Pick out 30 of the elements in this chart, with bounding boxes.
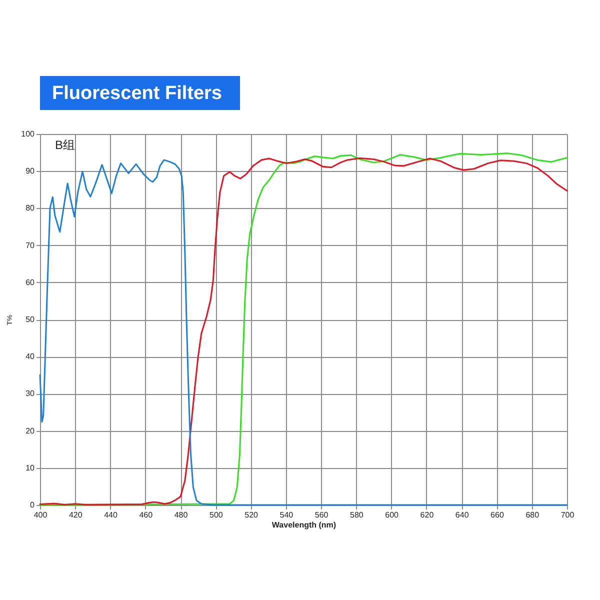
chart-title: Fluorescent Filters	[52, 83, 222, 104]
y-tick-label: 0	[30, 500, 36, 510]
x-tick-label: 460	[139, 510, 154, 520]
y-tick-label: 50	[26, 315, 36, 324]
y-tick-label: 10	[26, 463, 36, 472]
x-tick-label: 560	[314, 510, 329, 520]
y-tick-label: 30	[26, 389, 36, 398]
x-tick-label: 420	[68, 510, 83, 520]
x-tick-label: 660	[490, 510, 504, 520]
x-tick-label: 680	[526, 510, 540, 520]
x-tick-label: 520	[244, 510, 259, 520]
y-tick-label: 70	[26, 240, 36, 250]
y-tick-label: 80	[26, 204, 36, 213]
x-tick-label: 620	[420, 510, 434, 520]
x-tick-label: 500	[209, 510, 224, 520]
annotation: B组	[55, 138, 76, 152]
y-tick-label: 20	[26, 426, 36, 436]
x-tick-label: 580	[350, 510, 364, 520]
y-tick-label: 60	[26, 278, 36, 287]
x-tick-label: 540	[280, 510, 294, 520]
x-tick-label: 700	[560, 510, 575, 520]
x-tick-label: 600	[385, 510, 400, 520]
x-tick-label: 440	[104, 510, 118, 520]
y-tick-label: 40	[26, 352, 36, 362]
x-tick-label: 640	[455, 510, 470, 520]
y-tick-label: 90	[26, 166, 36, 176]
x-tick-label: 400	[34, 510, 48, 520]
x-axis-title: Wavelength (nm)	[272, 520, 336, 530]
x-tick-label: 480	[174, 510, 188, 520]
y-tick-label: 100	[21, 130, 36, 138]
